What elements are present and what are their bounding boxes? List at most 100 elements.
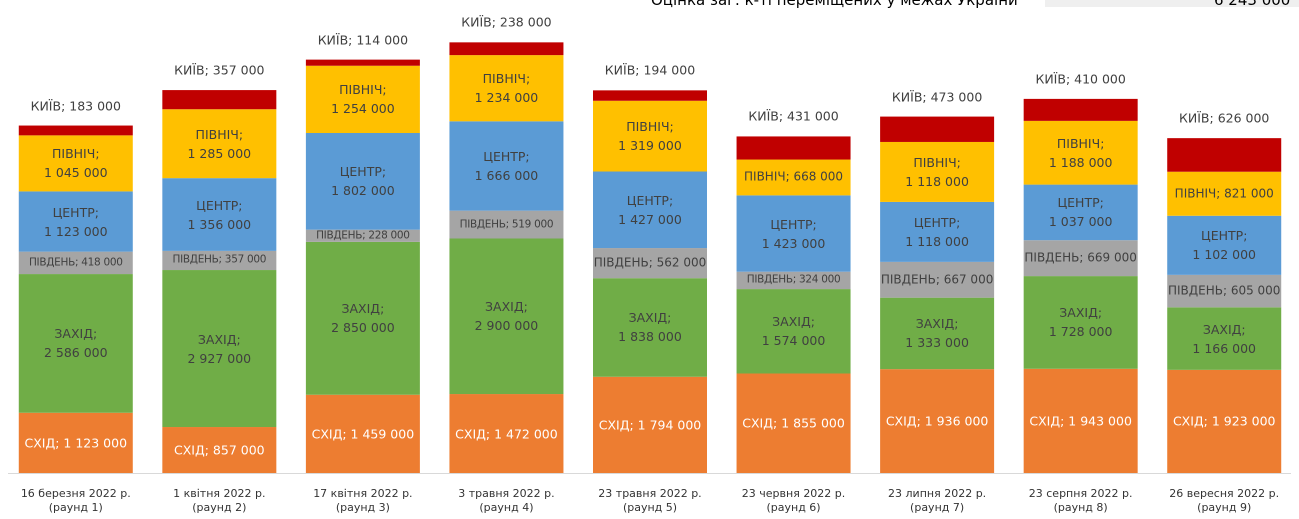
- bar-segment: [305, 241, 420, 395]
- data-label: ЦЕНТР; 1 123 000: [43, 204, 108, 239]
- bar-segment: [593, 171, 707, 249]
- bar-segment: [1023, 276, 1138, 369]
- data-label: ПІВДЕНЬ; 519 000: [459, 218, 554, 231]
- bar-segment: [305, 394, 420, 473]
- data-label: ПІВДЕНЬ; 605 000: [1167, 283, 1281, 298]
- data-label: СХІД; 1 855 000: [742, 415, 845, 431]
- x-tick-label: 3 травня 2022 р.: [458, 487, 555, 500]
- data-label: ПІВДЕНЬ; 667 000: [880, 272, 994, 287]
- data-label: ПІВДЕНЬ; 669 000: [1024, 250, 1137, 265]
- x-tick-label: 17 квітня 2022 р.: [313, 487, 413, 500]
- data-label: ЦЕНТР; 1 802 000: [331, 164, 395, 199]
- bar-segment: [162, 90, 277, 110]
- data-label: ПІВНІЧ; 1 045 000: [43, 146, 108, 181]
- bar-segment: [1167, 274, 1282, 308]
- bar-segment: [18, 135, 133, 192]
- bar-segment: [1167, 307, 1282, 370]
- x-tick-label: 23 липня 2022 р.: [888, 487, 987, 500]
- bar-segment: [1023, 184, 1138, 241]
- bar-segment: [593, 90, 707, 101]
- data-label: СХІД; 1 923 000: [1172, 413, 1276, 429]
- data-label: СХІД; 1 794 000: [598, 417, 702, 433]
- bar-segment: [449, 394, 564, 473]
- data-label: СХІД; 1 459 000: [311, 426, 415, 442]
- data-label: ЦЕНТР; 1 666 000: [474, 148, 539, 183]
- bar-segment: [305, 65, 420, 133]
- bar-segment: [880, 116, 995, 142]
- bar-segment: [18, 251, 133, 275]
- x-tick-label: (раунд 6): [766, 501, 821, 514]
- data-label: ЗАХІД; 2 850 000: [331, 301, 395, 336]
- data-label: ЗАХІД; 1 574 000: [761, 314, 826, 349]
- bar-segment: [18, 125, 133, 136]
- data-label: ЗАХІД; 2 900 000: [474, 299, 539, 334]
- x-tick-label: (раунд 5): [622, 501, 678, 514]
- x-tick-label: 23 серпня 2022 р.: [1028, 487, 1133, 500]
- data-label: ПІВНІЧ; 1 234 000: [474, 71, 539, 106]
- data-label: ЦЕНТР; 1 037 000: [1048, 195, 1113, 230]
- bar-segment: [880, 261, 995, 298]
- data-label: КИЇВ; 357 000: [174, 62, 265, 78]
- data-label: КИЇВ; 473 000: [891, 89, 983, 105]
- data-label: ЦЕНТР; 1 423 000: [761, 216, 826, 251]
- data-label: СХІД; 857 000: [174, 442, 265, 458]
- data-label: ЗАХІД; 1 838 000: [618, 310, 682, 345]
- data-label: ПІВНІЧ; 668 000: [744, 169, 844, 184]
- bar-segment: [162, 178, 277, 251]
- bar-segment: [736, 373, 851, 473]
- bar-segment: [162, 109, 277, 179]
- x-tick-label: (раунд 9): [1197, 501, 1252, 514]
- data-label: СХІД; 1 472 000: [455, 426, 558, 442]
- data-label: СХІД; 1 936 000: [885, 413, 989, 429]
- bar-segment: [305, 59, 420, 66]
- bar-segment: [593, 278, 707, 377]
- bar-segment: [880, 369, 995, 473]
- data-label: СХІД; 1 943 000: [1029, 413, 1132, 429]
- x-tick-label: 16 березня 2022 р.: [20, 487, 131, 500]
- note-value: 6 243 000: [1214, 0, 1291, 9]
- bar-segment: [593, 248, 707, 279]
- bar-segment: [880, 141, 995, 202]
- data-label: ЗАХІД; 1 166 000: [1192, 321, 1257, 356]
- bar-segment: [449, 210, 564, 239]
- data-label: ЦЕНТР; 1 427 000: [618, 192, 682, 227]
- x-tick-label: 23 травня 2022 р.: [598, 487, 702, 500]
- data-label: СХІД; 1 123 000: [24, 435, 128, 451]
- bar-segment: [305, 132, 420, 230]
- bar-segment: [880, 297, 995, 370]
- data-label: ПІВДЕНЬ; 228 000: [316, 229, 410, 242]
- x-tick-label: 23 червня 2022 р.: [741, 487, 846, 500]
- note-box: [1045, 0, 1299, 7]
- note-label: Оцінка заг. к-ті переміщених у межах Укр…: [651, 0, 1018, 9]
- x-tick-label: 1 квітня 2022 р.: [173, 487, 266, 500]
- bar-segment: [449, 55, 564, 122]
- bar-segment: [736, 159, 851, 196]
- data-label: ЦЕНТР; 1 102 000: [1192, 228, 1257, 263]
- bar-segment: [736, 136, 851, 160]
- bar-segment: [162, 270, 277, 428]
- data-label: КИЇВ; 183 000: [30, 98, 121, 114]
- data-label: КИЇВ; 431 000: [748, 108, 839, 124]
- data-label: ЗАХІД; 2 586 000: [43, 326, 108, 361]
- bar-segment: [1023, 368, 1138, 473]
- bar-segment: [880, 201, 995, 262]
- data-label: ПІВНІЧ; 1 188 000: [1048, 135, 1113, 170]
- bar-segment: [1023, 240, 1138, 277]
- data-label: ЦЕНТР; 1 118 000: [905, 214, 969, 249]
- bar-segment: [305, 229, 420, 242]
- data-label: КИЇВ; 114 000: [317, 32, 409, 48]
- bar-segment: [736, 195, 851, 272]
- bar-segment: [449, 121, 564, 211]
- bar-segment: [18, 191, 133, 252]
- bar-segment: [1167, 171, 1282, 216]
- bar-segment: [593, 100, 707, 172]
- bar-segment: [736, 289, 851, 374]
- x-tick-label: (раунд 4): [479, 501, 534, 514]
- bar-segment: [1167, 369, 1282, 473]
- bar-segment: [1167, 215, 1282, 275]
- data-label: КИЇВ; 194 000: [604, 62, 696, 78]
- data-label: ПІВДЕНЬ; 418 000: [28, 256, 123, 269]
- bar-segment: [449, 42, 564, 56]
